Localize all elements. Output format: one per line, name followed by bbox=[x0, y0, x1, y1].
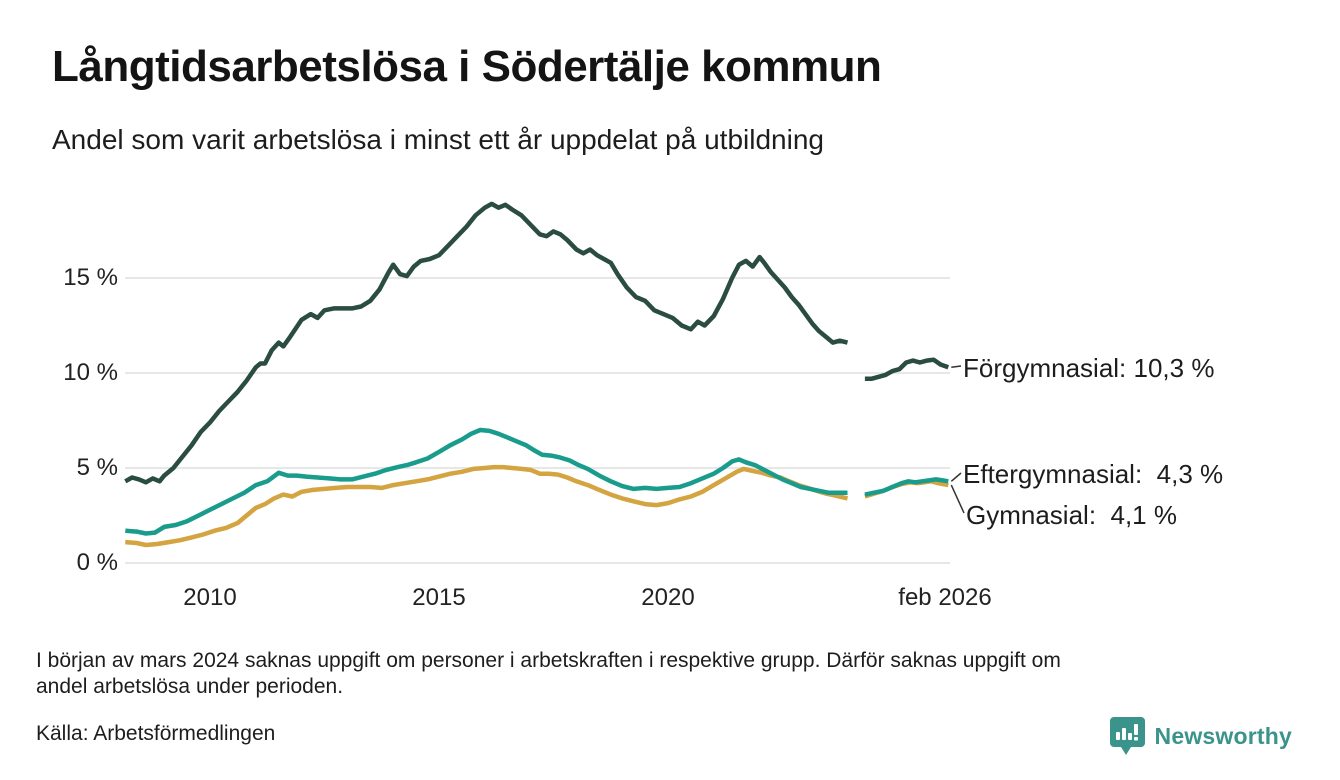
leader-line-eftergymnasial bbox=[950, 472, 962, 482]
x-axis-tick-2010: 2010 bbox=[183, 584, 237, 611]
series-label-gymnasial: Gymnasial: 4,1 % bbox=[966, 500, 1177, 530]
leader-line-forgymnasial bbox=[951, 365, 962, 369]
source-text: Källa: Arbetsförmedlingen bbox=[36, 722, 276, 745]
series-label-eftergymnasial: Eftergymnasial: 4,3 % bbox=[963, 459, 1224, 489]
brand-name: Newsworthy bbox=[1154, 723, 1292, 749]
y-axis-tick-15: 15 % bbox=[63, 264, 118, 291]
x-axis-tick-2015: 2015 bbox=[412, 584, 466, 611]
page-subtitle: Andel som varit arbetslösa i minst ett å… bbox=[52, 124, 824, 155]
footnote-line-1: I början av mars 2024 saknas uppgift om … bbox=[36, 649, 1061, 672]
series-label-forgymnasial: Förgymnasial: 10,3 % bbox=[963, 353, 1215, 383]
y-axis-tick-0: 0 % bbox=[76, 549, 118, 576]
x-axis-tick-2020: 2020 bbox=[641, 584, 695, 611]
brand-lockup: Newsworthy bbox=[1109, 716, 1292, 757]
line-gymnasial bbox=[125, 464, 949, 548]
footnote-line-2: andel arbetslösa under perioden. bbox=[36, 675, 344, 698]
line-forgymnasial bbox=[124, 201, 950, 485]
line-eftergymnasial bbox=[125, 427, 949, 536]
y-axis-tick-5: 5 % bbox=[76, 454, 118, 481]
newsworthy-logo-icon bbox=[1109, 716, 1146, 757]
y-axis-tick-10: 10 % bbox=[63, 359, 118, 386]
x-axis-tick-feb-2026: feb 2026 bbox=[898, 584, 992, 611]
page-title: Långtidsarbetslösa i Södertälje kommun bbox=[52, 42, 882, 91]
